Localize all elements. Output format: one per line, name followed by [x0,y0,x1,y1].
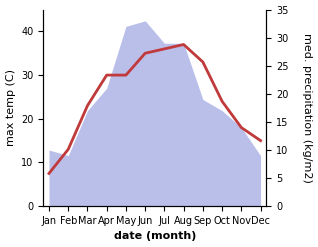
Y-axis label: max temp (C): max temp (C) [5,69,16,146]
X-axis label: date (month): date (month) [114,231,196,242]
Y-axis label: med. precipitation (kg/m2): med. precipitation (kg/m2) [302,33,313,183]
